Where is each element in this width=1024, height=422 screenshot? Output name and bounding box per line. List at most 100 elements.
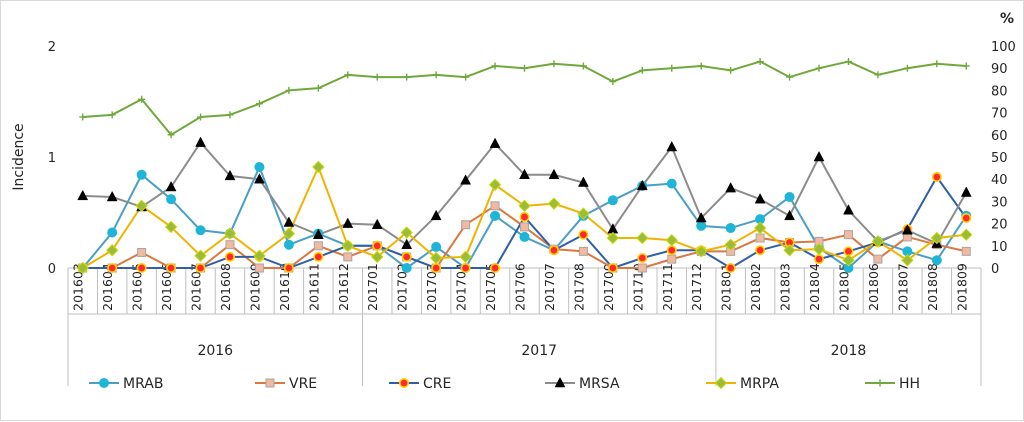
data-point-cre (166, 262, 177, 273)
data-point-hh (903, 64, 911, 72)
y2-tick-label: 20 (991, 218, 1008, 233)
x-tick-label: 201702 (395, 263, 410, 311)
x-tick-label: 201706 (513, 263, 528, 311)
data-point-mrab (931, 255, 942, 266)
data-point-cre (460, 262, 471, 273)
y2-tick-label: 10 (991, 240, 1008, 255)
data-point-hh (579, 62, 587, 70)
data-point-mrab (431, 241, 442, 252)
data-point-mrpa (429, 251, 443, 265)
data-point-mrsa (106, 190, 118, 202)
data-point-mrpa (577, 207, 590, 220)
data-point-mrsa (695, 212, 707, 223)
x-group-label: 2018 (831, 343, 867, 359)
data-point-hh (521, 64, 528, 72)
x-tick-label: 201704 (454, 263, 469, 311)
data-point-mrpa (194, 249, 207, 262)
x-tick-label: 201808 (925, 263, 940, 311)
data-point-mrab (666, 178, 677, 189)
x-tick-label: 201606 (159, 263, 174, 311)
data-point-cre (136, 262, 147, 273)
data-point-hh (609, 78, 617, 86)
data-point-hh (373, 73, 381, 81)
data-point-mrab (401, 262, 412, 273)
data-point-hh (815, 64, 823, 72)
data-point-mrsa (254, 173, 265, 184)
data-point-mrab (725, 223, 736, 234)
x-tick-label: 201612 (336, 263, 351, 311)
data-point-mrsa (195, 136, 206, 147)
data-point-mrsa (843, 204, 854, 215)
y2-tick-label: 50 (991, 151, 1008, 166)
data-point-mrsa (577, 176, 589, 187)
data-point-mrsa (489, 137, 501, 148)
data-point-mrab (107, 227, 118, 238)
data-point-vre (313, 241, 323, 251)
data-point-vre (961, 246, 971, 256)
chart-axes: 0120102030405060708090100Incidence%20160… (11, 11, 1016, 386)
data-point-mrpa (135, 199, 148, 213)
data-point-mrsa (342, 217, 354, 228)
data-point-cre (755, 245, 766, 256)
data-point-cre (519, 211, 530, 222)
data-point-cre (725, 262, 736, 273)
x-tick-label: 201611 (306, 263, 321, 311)
data-point-cre (666, 245, 677, 256)
data-point-mrpa (901, 254, 914, 267)
data-point-cre (578, 229, 589, 240)
data-point-vre (873, 254, 883, 264)
data-point-mrpa (223, 227, 237, 240)
x-tick-label: 201701 (365, 263, 380, 311)
legend-marker-mrsa (554, 376, 566, 388)
y2-tick-label: 90 (991, 62, 1008, 77)
x-tick-label: 201802 (748, 263, 763, 311)
legend-marker-mrab (99, 377, 110, 388)
data-point-mrsa (77, 189, 89, 201)
data-point-mrpa (105, 244, 119, 257)
data-point-mrpa (783, 244, 796, 257)
data-point-mrsa (371, 218, 383, 229)
data-point-hh (638, 66, 646, 74)
data-point-vre (137, 247, 147, 257)
y2-tick-label: 30 (991, 195, 1008, 210)
legend-label-vre: VRE (289, 376, 317, 392)
x-tick-label: 201707 (542, 263, 557, 311)
data-point-mrpa (282, 227, 296, 240)
data-point-cre (283, 262, 294, 273)
x-tick-label: 201804 (807, 263, 822, 311)
y2-tick-label: 0 (991, 262, 999, 277)
data-point-mrpa (753, 221, 767, 235)
data-point-cre (107, 262, 118, 273)
data-point-mrsa (813, 150, 825, 162)
data-point-hh (462, 73, 470, 81)
series-markers (76, 58, 973, 275)
data-point-mrab (519, 231, 530, 242)
data-point-hh (432, 71, 440, 79)
x-tick-label: 201705 (483, 263, 498, 311)
series-line-hh (82, 60, 967, 136)
data-point-vre (490, 201, 500, 211)
x-group-label: 2016 (197, 343, 233, 359)
data-point-cre (401, 251, 412, 262)
data-point-hh (344, 71, 352, 79)
y2-tick-label: 70 (991, 107, 1008, 122)
data-point-mrsa (283, 216, 295, 227)
chart-legend: MRAB VRE CRE MRSA MRPA HH (89, 376, 920, 392)
y-tick-label: 1 (48, 151, 56, 166)
data-point-mrpa (400, 226, 413, 239)
data-point-mrpa (164, 220, 178, 234)
data-point-hh (255, 100, 263, 108)
data-point-mrab (166, 194, 177, 205)
data-point-hh (786, 73, 794, 81)
data-point-mrpa (724, 238, 737, 251)
data-point-cre (224, 251, 235, 262)
data-point-mrpa (960, 228, 973, 241)
data-point-hh (756, 58, 764, 66)
data-point-vre (667, 254, 677, 264)
data-point-vre (225, 240, 235, 250)
data-point-hh (79, 113, 87, 121)
data-point-mrsa (165, 180, 177, 192)
x-tick-label: 201809 (954, 263, 969, 311)
x-tick-label: 201603 (71, 263, 86, 311)
